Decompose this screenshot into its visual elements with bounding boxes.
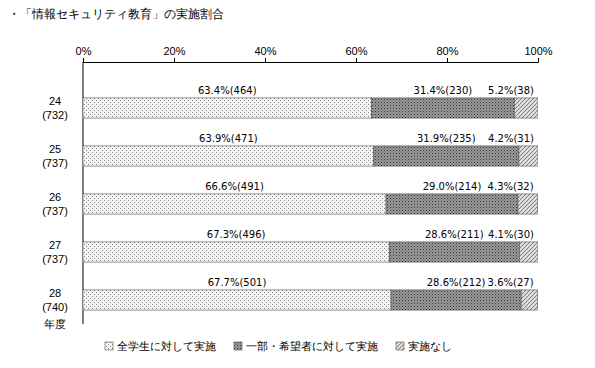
bars [83, 98, 538, 310]
legend-label: 実施なし [408, 340, 452, 353]
data-label: 31.4%(230) [414, 85, 473, 96]
bar-segment [519, 146, 538, 166]
data-label: 67.7%(501) [208, 277, 267, 288]
y-tick: 24 (732) [42, 95, 83, 121]
x-tick: 60% [345, 45, 367, 62]
data-label: 31.9%(235) [417, 133, 476, 144]
y-tick-label-line: 24 [49, 95, 61, 107]
data-label: 5.2%(38) [488, 85, 534, 96]
legend-swatch [234, 342, 242, 350]
y-tick-label-line: (732) [42, 109, 68, 121]
bar-segment [514, 98, 538, 118]
data-label: 4.1%(30) [488, 229, 534, 240]
data-label: 28.6%(212) [427, 277, 486, 288]
data-label: 28.6%(211) [425, 229, 484, 240]
y-tick-label: 28 (740) [42, 287, 68, 313]
y-tick-label-line: (737) [42, 157, 68, 169]
x-tick: 0% [76, 45, 92, 62]
y-tick-label-line: (740) [42, 301, 68, 313]
bar-segment [83, 194, 386, 214]
title: ・「情報セキュリティ教育」の実施割合 [8, 7, 224, 21]
x-tick-mark [265, 58, 266, 62]
legend-item: 一部・希望者に対して実施 [234, 340, 378, 353]
data-label: 63.4%(464) [198, 85, 257, 96]
x-tick-mark [538, 58, 539, 62]
y-tick-label: 26 (737) [42, 191, 68, 217]
data-label: 3.6%(27) [488, 277, 534, 288]
y-tick-label: 24 (732) [42, 95, 68, 121]
x-tick-mark [174, 58, 175, 62]
bar-segment [518, 194, 538, 214]
bar-segment [83, 98, 371, 118]
x-axis-line [84, 58, 539, 63]
x-tick: 20% [163, 45, 185, 62]
legend-item: 実施なし [396, 340, 452, 353]
data-labels: 63.4%(464) 63.9%(471) 66.6%(491) 67.3%(496)… [198, 85, 534, 288]
x-tick: 40% [254, 45, 276, 62]
y-tick: 25 (737) [42, 143, 83, 169]
x-tick-mark [447, 58, 448, 62]
data-label: 4.2%(31) [488, 133, 534, 144]
legend-item: 全学生に対して実施 [105, 340, 216, 353]
bar-segment [371, 98, 514, 118]
data-label: 63.9%(471) [199, 133, 258, 144]
x-tick-label: 40% [254, 45, 276, 57]
bar-segment [386, 194, 518, 214]
bar-segment [519, 242, 538, 262]
legend-label: 全学生に対して実施 [117, 340, 216, 353]
x-tick-mark [83, 58, 84, 62]
y-axis-title: 年度 [44, 318, 66, 331]
x-axis: 0% 20% 40% 60% 80% 100% [76, 45, 553, 63]
y-tick-label-line: (737) [42, 205, 68, 217]
x-tick-label: 100% [524, 45, 552, 57]
x-tick: 100% [524, 45, 552, 62]
x-tick-label: 80% [436, 45, 458, 57]
y-tick: 27 (737) [42, 239, 83, 265]
legend-swatch [396, 342, 404, 350]
bar-segment [521, 290, 537, 310]
bar-segment [391, 290, 521, 310]
y-tick-label-line: 25 [49, 143, 61, 155]
y-tick: 28 (740) [42, 287, 83, 313]
bar-segment [83, 242, 389, 262]
y-tick-label: 27 (737) [42, 239, 68, 265]
x-tick-label: 20% [163, 45, 185, 57]
y-tick-label-line: 28 [49, 287, 61, 299]
bar-segment [83, 290, 391, 310]
data-label: 67.3%(496) [207, 229, 266, 240]
legend-swatch [105, 342, 113, 350]
x-tick: 80% [436, 45, 458, 62]
x-tick-mark [356, 58, 357, 62]
y-tick-label-line: 27 [49, 239, 61, 251]
y-tick-label-line: (737) [42, 253, 68, 265]
y-tick-label-line: 26 [49, 191, 61, 203]
x-tick-label: 60% [345, 45, 367, 57]
bar-segment [389, 242, 519, 262]
y-axis: 24 (732) 25 (737) 26 (737) 27 (737) 28 (740) [42, 62, 83, 324]
legend-label: 一部・希望者に対して実施 [246, 340, 378, 353]
chart: ・「情報セキュリティ教育」の実施割合 0% 20% 40% 60% 80% 100% 24 (7… [0, 0, 595, 368]
x-tick-label: 0% [76, 45, 92, 57]
bar-segment [374, 146, 519, 166]
data-label: 66.6%(491) [205, 181, 264, 192]
legend: 全学生に対して実施 一部・希望者に対して実施 実施なし [105, 340, 452, 353]
y-tick-label: 25 (737) [42, 143, 68, 169]
bar-segment [83, 146, 374, 166]
data-label: 4.3%(32) [488, 181, 534, 192]
data-label: 29.0%(214) [423, 181, 482, 192]
y-tick: 26 (737) [42, 191, 83, 217]
